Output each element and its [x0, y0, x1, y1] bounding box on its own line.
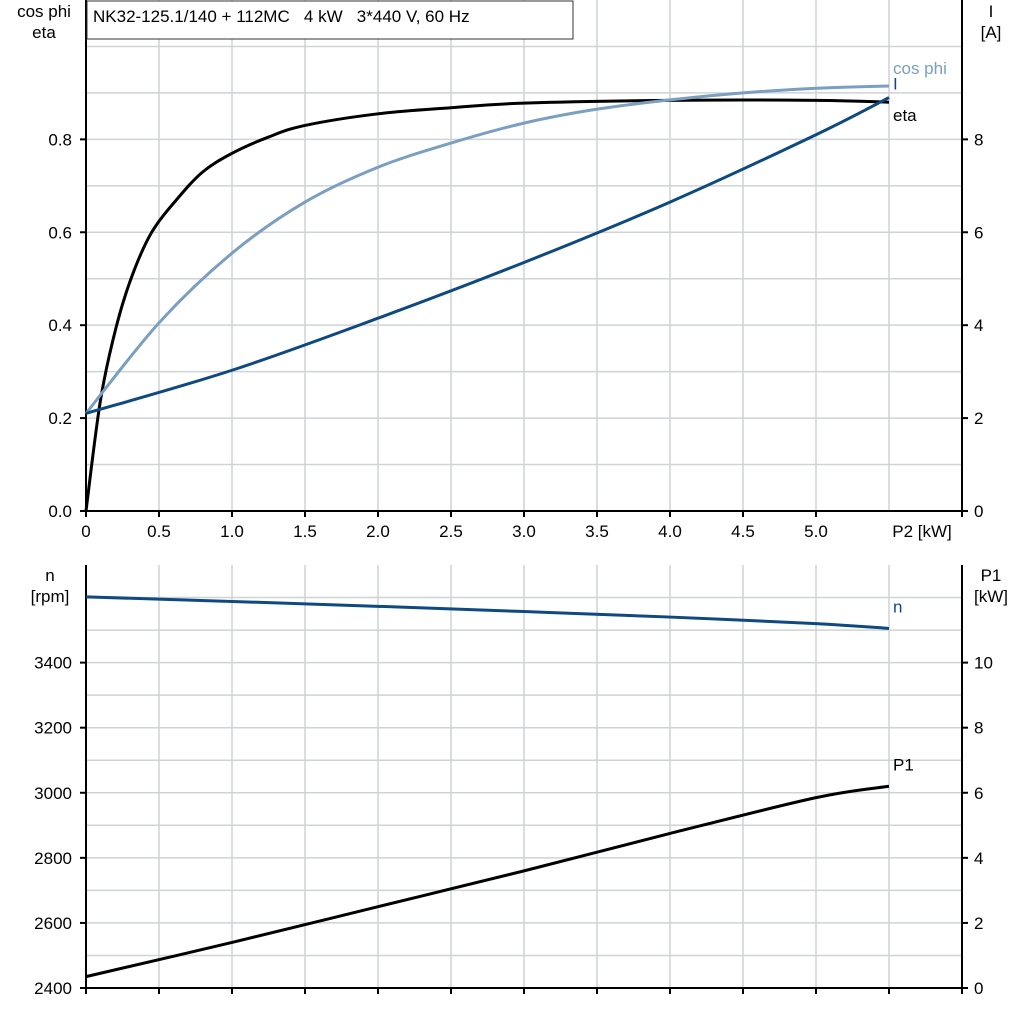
series-label: P1 [893, 755, 914, 774]
series-label: I [893, 75, 898, 94]
y-axis-label-right: P1 [981, 566, 1002, 585]
y-tick-label-right: 6 [974, 223, 983, 242]
x-tick-label: 1.0 [220, 522, 244, 541]
y-tick-label-right: 4 [974, 316, 983, 335]
x-tick-label: 2.5 [439, 522, 463, 541]
y-tick-label-left: 0.4 [48, 316, 72, 335]
y-tick-label-right: 6 [974, 784, 983, 803]
y-axis-label-left: [rpm] [31, 587, 70, 606]
y-tick-label-right: 10 [974, 654, 993, 673]
y-tick-label-right: 2 [974, 409, 983, 428]
series-label: eta [893, 106, 917, 125]
y-tick-label-left: 0.2 [48, 409, 72, 428]
y-tick-label-right: 0 [974, 979, 983, 998]
top-chart: 0.0 0.2 0.4 0.6 0.8 0 2 4 6 8 cos phi eta I [A] eta cos… [17, 0, 1001, 541]
series-line-cos-phi [84, 84, 890, 415]
x-tick-label: 3.5 [585, 522, 609, 541]
x-axis-label: P2 [kW] [892, 522, 952, 541]
x-tick-label: 5.0 [804, 522, 828, 541]
x-tick-label: 0.5 [147, 522, 171, 541]
y-tick-label-right: 2 [974, 914, 983, 933]
x-tick-label: 1.5 [293, 522, 317, 541]
series-label: n [893, 597, 902, 616]
x-tick-label: 4.5 [731, 522, 755, 541]
series-line-n [85, 595, 890, 630]
y-tick-label-left: 3200 [34, 719, 72, 738]
y-axis-label-left: cos phi [17, 2, 71, 21]
y-axis-label-right: I [989, 2, 994, 21]
title-box [86, 0, 574, 40]
y-tick-label-left: 0.6 [48, 223, 72, 242]
y-tick-label-left: 0.8 [48, 130, 72, 149]
series-line-I [85, 96, 890, 415]
bottom-chart: 2400 2600 2800 3000 3200 3400 0 2 4 6 8 10 n [rpm] P1 [… [31, 565, 1008, 998]
y-tick-label-left: 3000 [34, 784, 72, 803]
y-tick-label-right: 0 [974, 502, 983, 521]
y-tick-label-left: 0.0 [48, 502, 72, 521]
y-axis-label-right: [kW] [974, 587, 1008, 606]
series-line-P1 [85, 784, 890, 979]
y-axis-label-right: [A] [981, 23, 1002, 42]
y-tick-label-left: 3400 [34, 654, 72, 673]
x-tick-label: 2.0 [366, 522, 390, 541]
y-tick-label-left: 2600 [34, 914, 72, 933]
series-line-eta [84, 98, 890, 512]
x-tick-label: 3.0 [512, 522, 536, 541]
x-tick-label: 0 [81, 522, 90, 541]
chart-title: NK32-125.1/140 + 112MC 4 kW 3*440 V, 60 … [93, 7, 470, 26]
series-label: cos phi [893, 59, 947, 78]
y-tick-label-left: 2400 [34, 979, 72, 998]
y-tick-label-right: 4 [974, 849, 983, 868]
x-tick-label: 4.0 [658, 522, 682, 541]
y-tick-label-left: 2800 [34, 849, 72, 868]
y-axis-label-left: n [45, 566, 54, 585]
y-axis-label-left: eta [32, 23, 56, 42]
y-tick-label-right: 8 [974, 130, 983, 149]
y-tick-label-right: 8 [974, 719, 983, 738]
